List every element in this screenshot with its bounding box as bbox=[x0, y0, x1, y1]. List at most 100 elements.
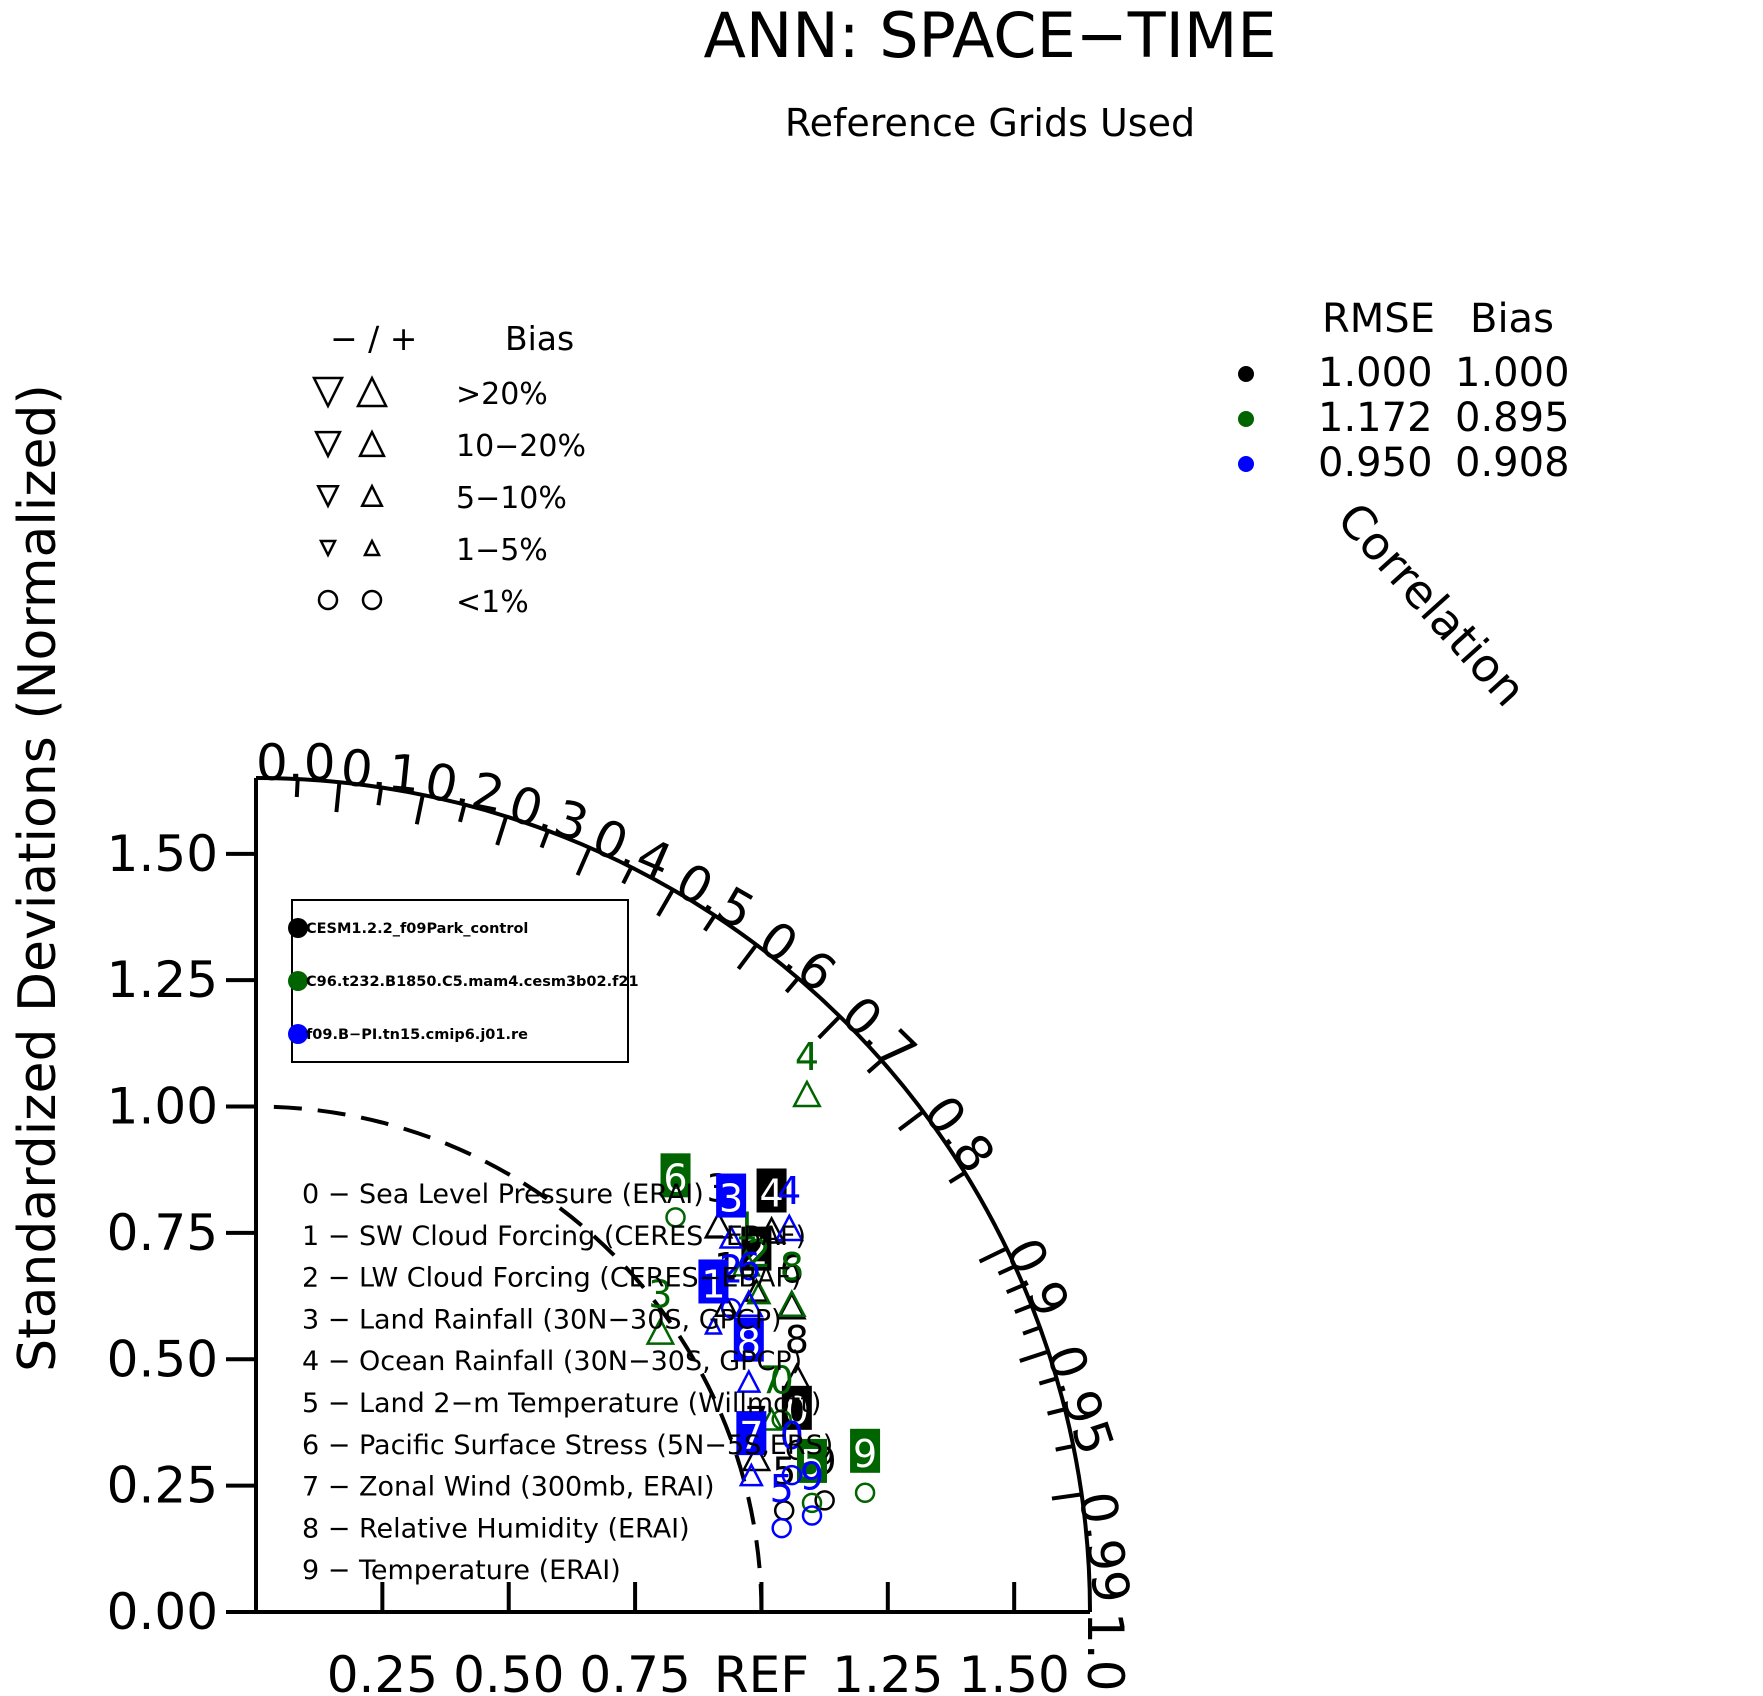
data-point-triangle bbox=[731, 1248, 762, 1277]
bias-legend-label: 10−20% bbox=[456, 429, 586, 464]
data-label-box bbox=[698, 1259, 729, 1304]
stats-rmse-value: 1.172 bbox=[1318, 395, 1433, 441]
data-point: 6 bbox=[733, 1245, 764, 1318]
data-point-label: 2 bbox=[744, 1230, 768, 1274]
data-point-label: 8 bbox=[785, 1318, 809, 1362]
data-label-box bbox=[850, 1428, 881, 1473]
data-point: 8 bbox=[782, 1318, 812, 1391]
variable-list-item: 6 − Pacific Surface Stress (5N−5S,ERS) bbox=[302, 1430, 833, 1461]
correlation-minor-tick bbox=[1014, 1303, 1033, 1314]
data-point-circle bbox=[854, 1482, 876, 1504]
data-point-circle bbox=[801, 1492, 823, 1514]
data-label-box bbox=[660, 1153, 691, 1198]
down-triangle-icon bbox=[318, 539, 338, 558]
data-point-triangle bbox=[776, 1289, 807, 1318]
data-point-label: 4 bbox=[795, 1035, 819, 1079]
data-label-box bbox=[756, 1168, 787, 1213]
variable-list-item: 4 − Ocean Rainfall (30N−30S, GPCP) bbox=[302, 1346, 802, 1377]
bias-legend-row: >20% bbox=[311, 375, 548, 412]
correlation-minor-tick bbox=[458, 803, 467, 823]
up-triangle-icon bbox=[360, 483, 384, 508]
x-tick-label: 1.50 bbox=[959, 1646, 1070, 1696]
data-point-label: 5 bbox=[800, 1442, 824, 1486]
data-point-label: 1 bbox=[701, 1262, 725, 1306]
data-point: 4 bbox=[792, 1035, 822, 1108]
data-point-label: 9 bbox=[853, 1432, 877, 1476]
series-color-dot bbox=[1238, 366, 1254, 382]
correlation-label: 0.2 bbox=[420, 752, 510, 825]
data-point-circle bbox=[801, 1505, 823, 1526]
case-name: f09.B−PI.tn15.cmip6.j01.re bbox=[306, 1027, 528, 1043]
correlation-label: 0.6 bbox=[748, 910, 846, 1004]
bias-legend: − / + Bias >20% 10−20% 5−10% 1−5% <1% bbox=[311, 319, 586, 620]
correlation-minor-tick bbox=[294, 778, 300, 798]
stats-bias-value: 0.895 bbox=[1455, 395, 1570, 441]
stats-legend-row: 0.950 0.908 bbox=[1238, 440, 1570, 486]
data-marks-layer: 012345678901234567890123456789 bbox=[645, 1035, 881, 1539]
correlation-minor-tick bbox=[376, 787, 384, 806]
data-label-box bbox=[781, 1385, 812, 1430]
down-triangle-icon bbox=[314, 430, 342, 459]
correlation-major-tick bbox=[817, 1015, 842, 1040]
data-point-label: 3 bbox=[648, 1273, 672, 1317]
y-axis-label: Standardized Deviations (Normalized) bbox=[8, 384, 68, 1372]
data-point-label: 8 bbox=[780, 1245, 804, 1289]
data-point-triangle bbox=[756, 1215, 787, 1244]
variable-list-item: 1 − SW Cloud Forcing (CERES−EBAF) bbox=[302, 1221, 806, 1252]
case-legend-row: f09.B−PI.tn15.cmip6.j01.re bbox=[288, 1024, 528, 1044]
data-point-triangle bbox=[703, 1315, 723, 1335]
data-point: 7 bbox=[759, 1359, 785, 1431]
chart-title: ANN: SPACE−TIME bbox=[703, 0, 1276, 72]
data-point-label: 7 bbox=[739, 1414, 763, 1458]
data-point-label: 6 bbox=[737, 1245, 761, 1289]
up-triangle-icon bbox=[362, 538, 382, 557]
data-point: 2 bbox=[719, 1247, 743, 1319]
correlation-major-tick bbox=[495, 815, 509, 846]
data-point-triangle bbox=[733, 1289, 764, 1318]
correlation-major-tick bbox=[1051, 1492, 1082, 1501]
stats-legend-rmse-header: RMSE bbox=[1322, 296, 1435, 342]
data-point: 5 bbox=[770, 1467, 794, 1539]
bias-legend-row: <1% bbox=[317, 585, 529, 620]
stats-rmse-value: 0.950 bbox=[1318, 440, 1433, 486]
bias-legend-row: 10−20% bbox=[314, 429, 586, 464]
correlation-major-tick bbox=[978, 1246, 1008, 1264]
bias-legend-row: 5−10% bbox=[316, 481, 567, 516]
correlation-label: 0.99 bbox=[1068, 1488, 1141, 1606]
data-point-label: 0 bbox=[770, 1359, 794, 1403]
data-point-label: 4 bbox=[777, 1169, 801, 1213]
correlation-label: 1.0 bbox=[1076, 1612, 1134, 1692]
variable-list-item: 7 − Zonal Wind (300mb, ERAI) bbox=[302, 1472, 715, 1503]
axes-layer: 0.000.250.500.751.001.251.500.25 0.50 0.75… bbox=[107, 734, 1141, 1696]
data-point-label: 8 bbox=[737, 1321, 761, 1365]
variable-list-item: 2 − LW Cloud Forcing (CERES−EBAF) bbox=[302, 1263, 801, 1294]
case-name: C96.t232.B1850.C5.mam4.cesm3b02.f21 bbox=[306, 974, 639, 990]
y-tick-label: 0.50 bbox=[107, 1330, 218, 1388]
y-tick-label: 1.00 bbox=[107, 1078, 218, 1136]
case-legend-row: C96.t232.B1850.C5.mam4.cesm3b02.f21 bbox=[288, 971, 639, 991]
data-label-box bbox=[736, 1411, 767, 1456]
data-label-box bbox=[716, 1173, 747, 1218]
data-point: 7 bbox=[736, 1411, 767, 1487]
data-point: 0 bbox=[770, 1359, 794, 1430]
case-legend: CESM1.2.2_f09Park_control C96.t232.B1850.… bbox=[288, 899, 639, 1063]
data-point-triangle bbox=[738, 1462, 764, 1487]
series-color-dot bbox=[1238, 411, 1254, 427]
correlation-arc-label: Correlation bbox=[1327, 492, 1537, 717]
correlation-minor-tick bbox=[784, 976, 800, 994]
variable-list-item: 0 − Sea Level Pressure (ERAI) bbox=[302, 1179, 704, 1210]
data-point: 1 bbox=[698, 1259, 729, 1335]
data-point-label: 7 bbox=[759, 1359, 783, 1403]
correlation-minor-tick bbox=[948, 1170, 966, 1184]
down-triangle-icon bbox=[311, 376, 345, 409]
correlation-major-tick bbox=[898, 1109, 925, 1132]
x-tick-label: 0.50 bbox=[453, 1646, 564, 1696]
correlation-label: 0.5 bbox=[666, 852, 764, 942]
bias-legend-label: 1−5% bbox=[456, 533, 548, 568]
y-tick-label: 1.50 bbox=[107, 825, 218, 883]
circle-icon bbox=[361, 589, 383, 611]
data-point-label: 3 bbox=[719, 1177, 743, 1221]
correlation-minor-tick bbox=[1022, 1325, 1041, 1336]
correlation-major-tick bbox=[575, 846, 592, 876]
